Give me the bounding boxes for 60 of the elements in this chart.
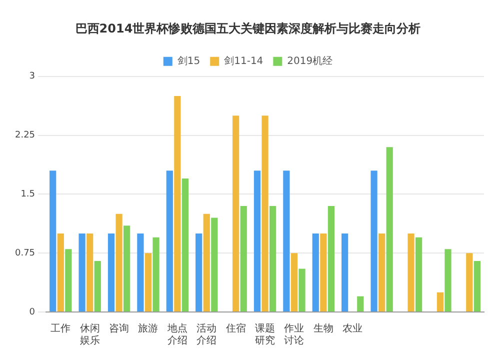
bar xyxy=(196,233,202,312)
bar xyxy=(408,233,414,312)
legend-label: 剑11-14 xyxy=(224,54,264,67)
bar xyxy=(290,253,298,312)
x-tick-label: 活动介绍 xyxy=(196,322,217,347)
x-tick-label: 休闲娱乐 xyxy=(80,322,100,347)
x-tick-label: 地点介绍 xyxy=(166,322,188,347)
x-tick-label: 作业讨论 xyxy=(283,322,304,347)
legend-label: 2019机经 xyxy=(287,54,333,67)
bar xyxy=(144,253,152,312)
bar xyxy=(78,233,86,312)
y-tick-label: 1.5 xyxy=(20,190,36,200)
x-tick-label: 旅游 xyxy=(138,322,158,335)
bar xyxy=(182,178,189,312)
bar xyxy=(312,233,319,312)
bar xyxy=(232,116,240,312)
bar xyxy=(86,233,94,312)
x-tick-label: 生物 xyxy=(313,322,334,335)
bar xyxy=(269,206,276,312)
bar xyxy=(357,296,364,312)
bar xyxy=(65,249,72,312)
bar xyxy=(320,233,327,312)
legend-label: 剑15 xyxy=(177,54,200,67)
y-tick-label: 2.25 xyxy=(14,130,36,141)
bar xyxy=(474,260,480,312)
bar xyxy=(166,170,173,312)
y-tick-label: 3 xyxy=(29,72,36,82)
x-tick-label: 住宿 xyxy=(226,322,246,335)
bar xyxy=(50,170,56,312)
bar xyxy=(444,249,452,312)
y-tick-label: 0 xyxy=(29,307,36,318)
bar xyxy=(174,96,181,312)
bar xyxy=(211,218,218,312)
x-tick-label: 咨询 xyxy=(109,322,130,335)
bar xyxy=(240,206,247,312)
y-tick-label: 0.75 xyxy=(14,248,36,258)
bar xyxy=(466,253,473,312)
bar xyxy=(57,233,64,312)
bar xyxy=(342,233,348,312)
x-tick-label: 农业 xyxy=(342,322,363,335)
bar xyxy=(94,260,101,312)
bar xyxy=(386,147,393,312)
bar xyxy=(108,233,115,312)
bar xyxy=(116,214,122,312)
bar xyxy=(152,237,160,312)
chart-title: 巴西2014世界杯惨败德国五大关键因素深度解析与比赛走向分析 xyxy=(75,21,421,36)
bar xyxy=(436,292,444,312)
bar xyxy=(283,170,290,312)
bar xyxy=(370,170,378,312)
bar xyxy=(262,116,268,312)
bar xyxy=(415,237,422,312)
bar xyxy=(124,226,130,312)
bar xyxy=(378,233,386,312)
bar xyxy=(137,233,144,312)
x-tick-label: 课题研究 xyxy=(255,322,276,347)
bar xyxy=(254,170,261,312)
x-tick-label: 工作 xyxy=(50,324,71,335)
bar xyxy=(328,206,335,312)
bar xyxy=(203,214,210,312)
bar xyxy=(298,268,306,312)
